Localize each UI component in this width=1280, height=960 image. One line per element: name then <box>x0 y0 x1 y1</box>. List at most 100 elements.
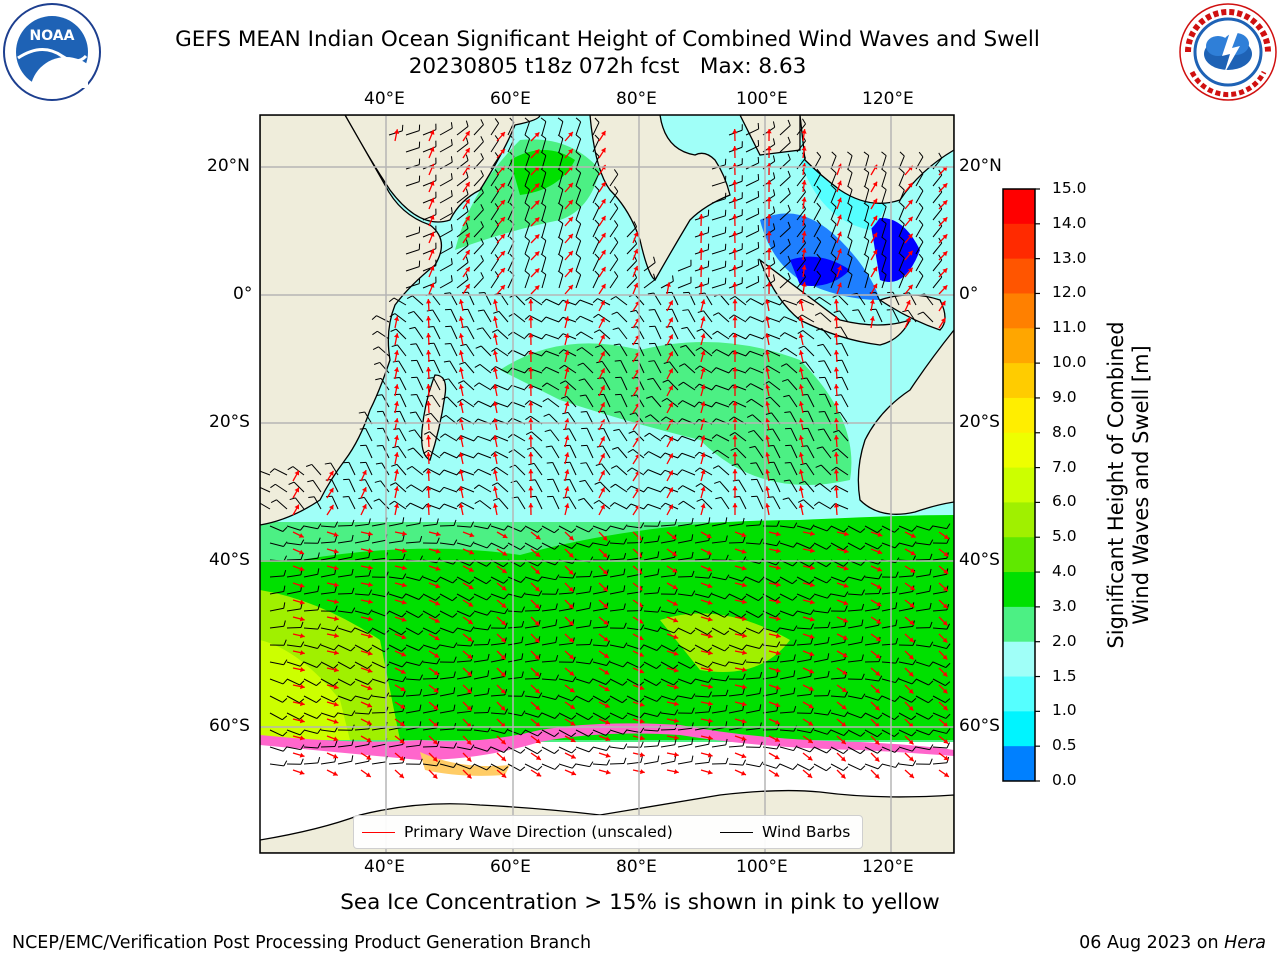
wave-arrow-head <box>908 671 914 677</box>
wind-barb <box>694 678 709 683</box>
wave-arrow-head <box>766 231 772 236</box>
wave-arrow-head <box>869 316 875 321</box>
wind-barb-flag <box>772 257 776 264</box>
wind-barb-flag <box>538 672 542 679</box>
wave-arrow-head <box>732 265 738 270</box>
wind-barb <box>516 480 526 493</box>
wind-barb-flag <box>402 676 407 682</box>
wind-barb <box>635 412 645 425</box>
wind-barb <box>711 661 726 667</box>
wind-barb-flag <box>779 299 785 306</box>
wave-arrow-head <box>841 687 847 692</box>
wind-barb <box>643 540 658 544</box>
wind-barb <box>813 576 827 584</box>
wind-barb-flag <box>626 503 632 509</box>
wave-arrow-head <box>673 634 679 640</box>
wind-barb <box>286 712 300 720</box>
wave-arrow-head <box>809 582 815 588</box>
wind-barb-flag <box>470 521 475 528</box>
wind-barb-flag <box>359 479 366 481</box>
wind-barb-flag <box>740 613 747 619</box>
wave-arrow-head <box>775 719 780 725</box>
wind-barb-flag <box>613 343 620 346</box>
wind-barb-flag <box>300 553 304 560</box>
wind-barb-flag <box>473 452 479 458</box>
wind-barb <box>575 712 589 721</box>
wind-barb-flag <box>817 428 824 431</box>
wind-barb <box>694 576 709 579</box>
wind-barb <box>837 294 849 306</box>
wind-barb-flag <box>827 621 831 628</box>
wave-arrow-head <box>602 552 608 558</box>
wind-barb-flag <box>525 431 532 435</box>
wave-arrow-head <box>833 486 839 491</box>
wind-barb-flag <box>945 662 951 668</box>
wind-barb-flag <box>504 728 509 734</box>
wind-barb-flag <box>575 185 581 191</box>
wave-arrow-head <box>833 435 839 440</box>
wind-barb <box>422 593 436 601</box>
wind-barb-flag <box>847 202 853 208</box>
wind-barb-flag <box>826 578 832 584</box>
wave-arrow-head <box>907 216 913 222</box>
wave-arrow-head <box>393 129 400 134</box>
wind-barb <box>932 661 947 668</box>
wave-arrow-head <box>366 720 372 725</box>
wind-barb-flag <box>595 463 602 466</box>
wind-barb-flag <box>316 698 322 703</box>
wind-barb-flag <box>912 541 917 547</box>
wind-barb-flag <box>772 172 776 179</box>
wind-barb <box>694 761 709 765</box>
wind-barb-flag <box>545 445 552 448</box>
wind-barb <box>439 710 454 714</box>
wave-arrow-head <box>458 367 464 373</box>
wind-barb <box>541 206 547 221</box>
wind-barb-flag <box>419 517 422 524</box>
wind-barb <box>643 712 658 717</box>
wind-barb-flag <box>442 378 449 381</box>
wind-barb-flag <box>593 313 599 319</box>
wind-barb <box>331 479 339 493</box>
wind-barb-flag <box>572 656 576 663</box>
wind-barb-flag <box>317 623 322 630</box>
wind-barb-flag <box>351 755 354 762</box>
wind-barb <box>405 283 420 289</box>
wind-barb <box>569 462 577 476</box>
wind-barb <box>405 593 420 600</box>
wind-barb-flag <box>938 254 943 261</box>
wind-barb <box>269 712 283 721</box>
wind-barb <box>864 624 879 629</box>
wave-arrow-head <box>774 771 780 777</box>
wind-barb-flag <box>690 679 696 685</box>
wind-barb <box>397 446 407 459</box>
wind-barb-flag <box>507 331 514 336</box>
wind-barb-flag <box>300 641 305 648</box>
colorbar-tick-label: 2.0 <box>1052 631 1077 650</box>
wind-barb-flag <box>504 622 508 629</box>
wind-barb <box>881 607 896 612</box>
wind-barb <box>558 642 573 646</box>
wind-barb <box>405 181 420 187</box>
wind-barb-flag <box>682 309 689 311</box>
wave-arrow-head <box>808 703 814 709</box>
wave-arrow-head <box>843 617 848 623</box>
wind-barb <box>699 451 713 459</box>
colorbar-segment <box>1003 432 1035 469</box>
wind-barb <box>524 542 538 551</box>
wind-barb-flag <box>450 258 453 265</box>
wave-arrow-head <box>843 531 849 537</box>
wind-barb <box>541 678 556 681</box>
wind-barb <box>439 610 453 618</box>
wave-arrow-head <box>368 565 373 571</box>
wind-barb <box>915 207 924 221</box>
wind-barb-flag <box>553 528 560 534</box>
wind-barb-flag <box>697 310 704 313</box>
wind-barb-flag <box>521 636 524 643</box>
colorbar-tick-label: 1.5 <box>1052 666 1077 685</box>
wind-barb <box>603 428 611 442</box>
wind-barb-flag <box>524 253 530 259</box>
wind-barb <box>745 727 760 731</box>
wind-barb <box>473 593 487 601</box>
wind-barb <box>840 394 849 408</box>
wind-barb-flag <box>759 657 763 664</box>
